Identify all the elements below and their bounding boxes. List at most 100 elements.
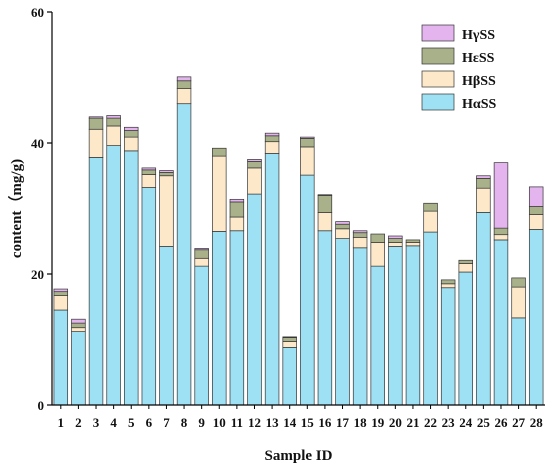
bar-segment-24-series-0 — [458, 271, 473, 406]
x-tick-label: 17 — [336, 415, 350, 430]
bar-segment-18-series-3 — [352, 230, 368, 234]
bar-segment-28-series-3 — [528, 186, 544, 207]
bar-segment-7-series-1 — [159, 175, 174, 247]
bar-segment-7-series-0 — [159, 246, 174, 406]
y-tick-label: 60 — [31, 5, 44, 20]
x-tick-label: 3 — [93, 415, 100, 430]
bar-segment-1-series-1 — [53, 295, 69, 311]
bar-segment-15-series-0 — [300, 174, 315, 406]
bar-segment-26-series-0 — [493, 239, 509, 406]
y-ticks-group: 0 20 40 60 — [31, 5, 52, 413]
bar-segment-4-series-1 — [106, 125, 121, 146]
bar-segment-26-series-1 — [493, 234, 509, 241]
bar-segment-6-series-1 — [141, 174, 157, 188]
bar-segment-12-series-1 — [247, 167, 262, 195]
bar-segment-26-series-3 — [493, 162, 509, 229]
bar-segment-12-series-0 — [247, 193, 262, 406]
x-tick-label: 23 — [442, 415, 456, 430]
bar-segment-24-series-1 — [458, 263, 473, 273]
x-tick-label: 19 — [371, 415, 385, 430]
x-tick-label: 21 — [406, 415, 419, 430]
bar-segment-2-series-0 — [71, 331, 86, 406]
legend-label: HγSS — [462, 28, 495, 43]
bar-segment-25-series-0 — [476, 212, 491, 406]
bar-segment-23-series-1 — [440, 283, 456, 289]
bar-segment-8-series-0 — [176, 103, 192, 406]
bar-segment-13-series-3 — [264, 132, 280, 137]
bar-segment-27-series-1 — [511, 286, 526, 319]
bar-segment-8-series-2 — [176, 80, 192, 89]
legend-label: HβSS — [462, 74, 496, 89]
bar-segment-8-series-3 — [176, 76, 192, 82]
axes-group — [51, 12, 545, 406]
bar-segment-13-series-2 — [264, 135, 280, 143]
bar-segment-22-series-2 — [423, 202, 438, 212]
x-tick-label: 22 — [424, 415, 437, 430]
bar-segment-21-series-2 — [405, 239, 421, 243]
bar-segment-18-series-2 — [352, 232, 368, 238]
bar-segment-21-series-0 — [405, 245, 421, 406]
bar-segment-16-series-3 — [317, 194, 333, 196]
bar-segment-14-series-2 — [282, 337, 297, 342]
bar-segment-21-series-1 — [405, 242, 421, 247]
bar-segment-14-series-1 — [282, 341, 297, 348]
y-tick-label: 40 — [31, 136, 44, 151]
bar-segment-5-series-3 — [124, 126, 139, 131]
y-tick-label: 20 — [31, 267, 44, 282]
bar-segment-20-series-2 — [388, 238, 403, 243]
bar-segment-25-series-2 — [476, 178, 491, 189]
bar-segment-28-series-0 — [528, 229, 544, 406]
bar-segment-28-series-2 — [528, 206, 544, 215]
bar-segment-27-series-2 — [511, 277, 526, 288]
bar-segment-16-series-2 — [317, 195, 333, 213]
x-tick-label: 5 — [128, 415, 135, 430]
bar-segment-19-series-0 — [370, 265, 385, 406]
bar-segment-13-series-1 — [264, 141, 280, 154]
bar-segment-23-series-2 — [440, 279, 456, 285]
bar-segment-25-series-3 — [476, 175, 491, 179]
bar-segment-22-series-0 — [423, 231, 438, 406]
y-tick-label: 0 — [38, 398, 45, 413]
bar-segment-5-series-0 — [124, 150, 139, 406]
bar-segment-17-series-0 — [335, 238, 350, 406]
bar-segment-11-series-1 — [229, 216, 245, 232]
bar-segment-6-series-0 — [141, 187, 157, 406]
bar-segment-24-series-2 — [458, 259, 473, 264]
bar-segment-18-series-0 — [352, 247, 368, 406]
bar-segment-9-series-3 — [194, 248, 209, 251]
x-tick-label: 8 — [181, 415, 188, 430]
x-tick-label: 10 — [213, 415, 226, 430]
bar-segment-4-series-3 — [106, 115, 121, 119]
bar-segment-11-series-2 — [229, 201, 245, 218]
x-tick-label: 25 — [477, 415, 491, 430]
legend: HγSS HεSS HβSS HαSS — [421, 24, 496, 112]
legend-swatch — [421, 70, 455, 88]
bar-segment-10-series-1 — [212, 155, 227, 232]
bar-segment-1-series-2 — [53, 291, 69, 296]
x-axis-label: Sample ID — [265, 448, 333, 464]
bar-segment-4-series-0 — [106, 145, 121, 406]
bar-segment-9-series-2 — [194, 249, 209, 259]
x-tick-label: 7 — [163, 415, 170, 430]
bar-segment-5-series-2 — [124, 130, 139, 138]
bar-segment-10-series-2 — [212, 147, 227, 157]
x-tick-label: 2 — [75, 415, 82, 430]
bar-segment-18-series-1 — [352, 236, 368, 249]
bar-segment-15-series-3 — [300, 136, 315, 139]
bar-segment-13-series-0 — [264, 153, 280, 406]
bar-segment-3-series-0 — [88, 157, 104, 406]
bar-segment-4-series-2 — [106, 117, 121, 127]
x-ticks-group: 1 2 3 4 5 6 7 8 9 10 11 12 13 14 15 16 17 18 19 20 21 22 23 24 2… — [58, 405, 543, 430]
bar-segment-9-series-1 — [194, 257, 209, 267]
bar-segment-26-series-2 — [493, 227, 509, 236]
bar-segment-3-series-1 — [88, 128, 104, 158]
bar-segment-27-series-0 — [511, 317, 526, 406]
bar-segment-16-series-0 — [317, 230, 333, 406]
bar-segment-14-series-3 — [282, 336, 297, 338]
bar-segment-2-series-1 — [71, 327, 86, 332]
x-tick-label: 18 — [354, 415, 368, 430]
bar-segment-15-series-1 — [300, 146, 315, 176]
bar-segment-10-series-0 — [212, 231, 227, 406]
x-tick-label: 4 — [110, 415, 117, 430]
